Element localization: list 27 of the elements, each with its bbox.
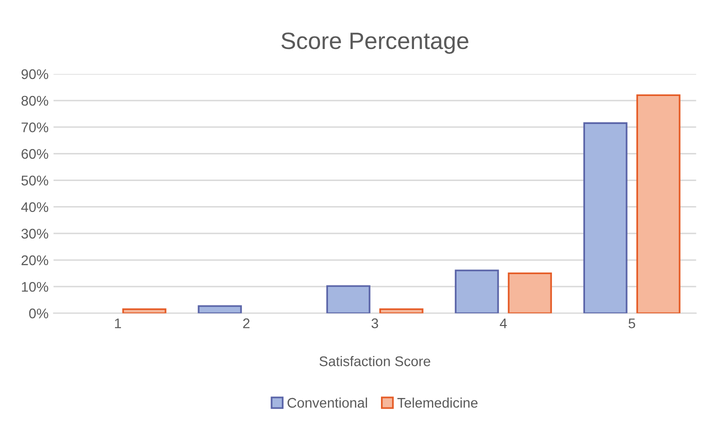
chart-title: Score Percentage (281, 32, 468, 54)
bar (583, 122, 628, 314)
x-tick-label: 4 (500, 318, 507, 328)
x-axis-title: Satisfaction Score (320, 356, 430, 366)
y-tick-label: 70% (22, 122, 48, 132)
y-tick-label: 80% (21, 96, 48, 106)
y-tick-label: 10% (22, 282, 48, 292)
bar (508, 272, 552, 314)
legend-label: Telemedicine (397, 398, 478, 408)
y-tick-label: 90% (22, 69, 48, 80)
x-tick-label: 2 (243, 318, 250, 328)
x-tick-label: 5 (628, 318, 636, 328)
y-tick-label: 50% (21, 176, 48, 186)
y-tick-label: 40% (21, 202, 48, 212)
bar (326, 285, 370, 314)
x-tick-label: 1 (115, 318, 121, 328)
bar (454, 270, 499, 314)
bar (379, 308, 424, 314)
y-tick-label: 30% (21, 228, 48, 239)
x-tick-label: 3 (372, 318, 378, 328)
bar (198, 305, 242, 314)
legend-label: Conventional (288, 398, 367, 408)
y-tick-label: 60% (22, 149, 48, 159)
y-tick-label: 20% (22, 255, 48, 266)
bar (636, 94, 680, 314)
y-tick-label: 0% (29, 308, 48, 318)
bar (122, 308, 166, 314)
